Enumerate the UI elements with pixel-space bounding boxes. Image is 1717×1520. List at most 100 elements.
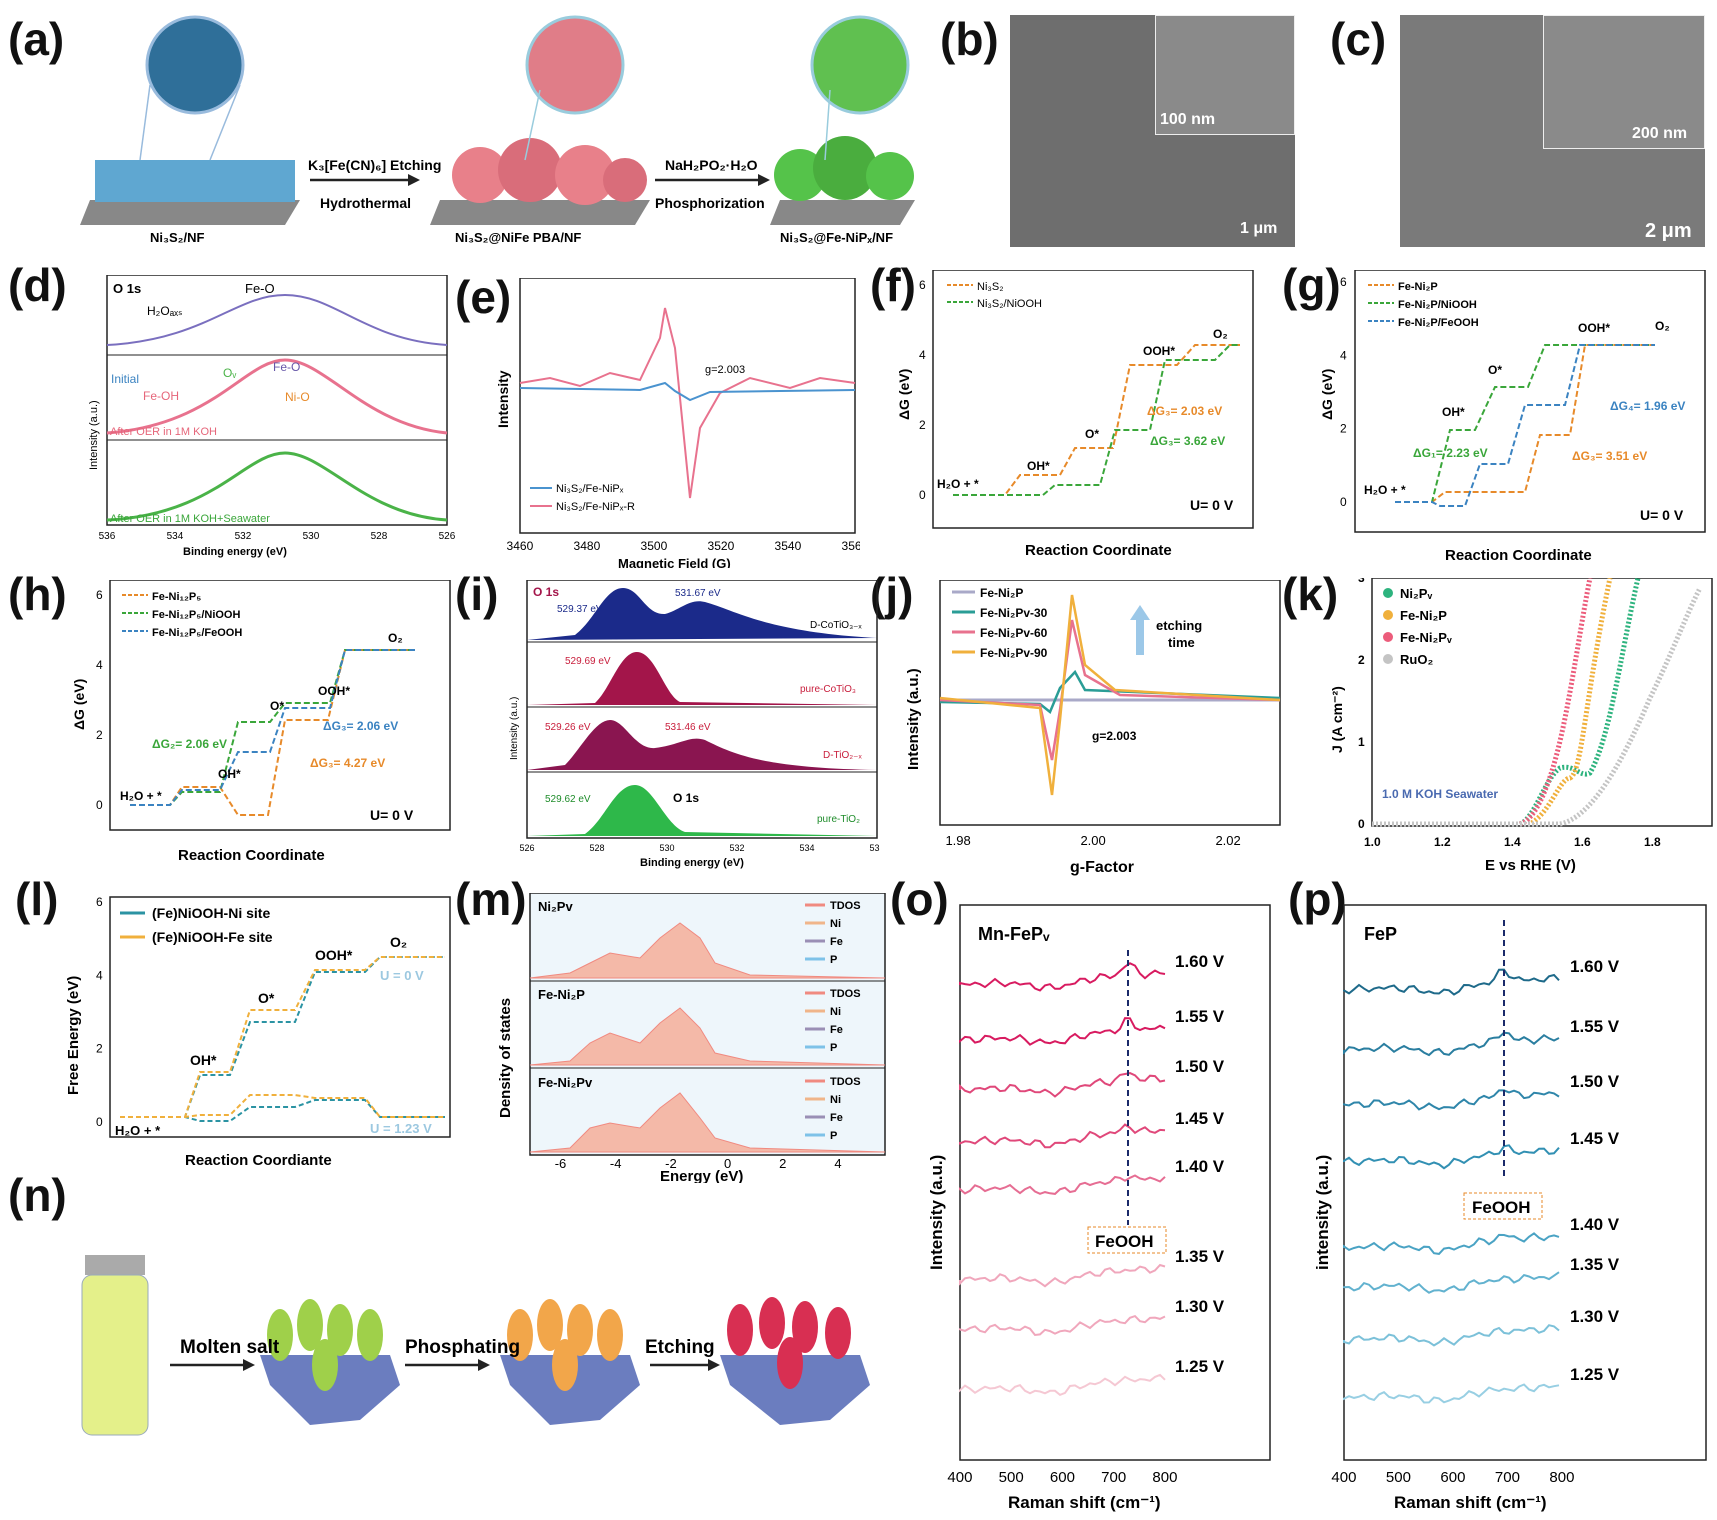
d-after1: After OER in 1M KOH [110,426,217,438]
d-ylabel: Intensity (a.u.) [88,400,100,470]
p-feooh: FeOOH [1472,1198,1531,1217]
p-voltage-label: 1.40 V [1570,1215,1620,1234]
l-ylabel: Free Energy (eV) [65,976,82,1095]
i-xtick: 534 [799,843,814,853]
e-xtick: 3500 [641,539,668,553]
j-xtick: 1.98 [945,833,970,848]
h-xlabel: Reaction Coordinate [178,847,325,864]
p-xtick: 500 [1386,1469,1411,1486]
i-xtick: 530 [659,843,674,853]
i-s3a: 529.26 eV [545,722,591,733]
g-oh: OH* [1442,405,1465,419]
h-ytick: 0 [96,798,103,812]
e-xtick: 3520 [708,539,735,553]
substrate-1 [80,200,300,225]
panel-label-p: (p) [1288,873,1347,925]
i-xtick: 528 [589,843,604,853]
nip-clusters [774,136,914,201]
scale-bar-b: 1 μm [1240,220,1278,237]
h-legend-1: Fe-Ni₁₂P₅ [152,591,201,603]
i-xtick: 536 [869,843,880,853]
m-xtick: -4 [610,1156,622,1171]
p-xtick: 600 [1440,1469,1465,1486]
p-voltage-label: 1.25 V [1570,1365,1620,1384]
i-spectrum-2 [527,652,877,705]
e-series-base [519,381,856,402]
k-ytick: 0 [1358,817,1365,831]
k-ytick: 2 [1358,653,1365,667]
m-legend-label: Ni [830,1094,841,1106]
p-voltage-label: 1.55 V [1570,1017,1620,1036]
d-xlabel: Binding energy (eV) [183,546,287,558]
leaves-orange [507,1299,623,1391]
zoom-bubble-pink [525,15,625,115]
k-ytick: 3 [1358,578,1365,585]
o-raman-curve [959,1072,1166,1098]
h-ylabel: ΔG (eV) [71,679,87,730]
d-initial: Initial [111,372,139,386]
d-title: O 1s [113,281,141,296]
panel-label-m: (m) [455,873,527,925]
substrate-3 [770,200,915,225]
m-legends: TDOS Ni Fe P TDOS Ni Fe P TDOS Ni Fe P [805,900,861,1142]
d-feo-top: Fe-O [245,281,275,296]
l-u123: U = 1.23 V [370,1121,432,1136]
f-ytick: 6 [919,278,926,292]
e-xtick: 3540 [775,539,802,553]
j-etch2: time [1168,635,1195,650]
k-xtick: 1.2 [1434,835,1451,849]
panel-k-lsv: Ni₂Pᵥ Fe-Ni₂P Fe-Ni₂Pᵥ RuO₂ 1.0 M KOH Se… [1329,578,1713,874]
d-xticks: 536 534 532 530 528 526 [99,531,455,542]
arrow2-bottom-label: Phosphorization [655,195,765,211]
i-s4b: O 1s [673,791,699,805]
f-dg1: ΔG₃= 2.03 eV [1147,404,1222,418]
m-legend-label: P [830,1042,837,1054]
sem-inset-b [1155,15,1295,135]
h-ytick: 4 [96,658,103,672]
h-legend-3: Fe-Ni₁₂P₅/FeOOH [152,627,242,639]
d-feo-mid: Fe-O [273,360,300,374]
p-xticks: 400 500 600 700 800 [1331,1469,1574,1486]
d-xtick: 536 [99,531,116,542]
zoom-bubble-green [810,15,910,115]
panel-a-schematic: K₃[Fe(CN)₆] Etching Hydrothermal NaH₂PO₂… [80,15,915,245]
f-yticks: 0 2 4 6 [919,278,926,502]
e-xlabel: Magnetic Field (G) [618,556,731,568]
l-u0: U = 0 V [380,968,424,983]
panel-n-schematic: Molten salt Phosphating Etching [81,1255,870,1436]
i-spectrum-4 [527,785,877,836]
i-spectrum-3 [527,720,877,770]
o-voltage-label: 1.45 V [1175,1109,1225,1128]
m-title-2: Fe-Ni₂P [538,987,585,1002]
h-dg3a: ΔG₃= 2.06 eV [323,719,398,733]
f-dg2: ΔG₃= 3.62 eV [1150,434,1225,448]
panel-f-dg: Ni₃S₂ Ni₃S₂/NiOOH H₂O + * OH* O* OOH* O₂… [896,270,1254,559]
p-xtick: 800 [1549,1469,1574,1486]
i-s1n: D-CoTiO₃₋ₓ [810,620,862,631]
f-ylabel: ΔG (eV) [896,369,912,420]
panel-l-fe: (Fe)NiOOH-Ni site (Fe)NiOOH-Fe site H₂O … [65,895,451,1169]
substrate-n2 [500,1355,640,1425]
g-legend-2: Fe-Ni₂P/NiOOH [1398,299,1477,311]
m-legend-label: P [830,1130,837,1142]
o-voltage-label: 1.55 V [1175,1007,1225,1026]
d-xtick: 532 [235,531,252,542]
o-voltage-label: 1.35 V [1175,1247,1225,1266]
g-ylabel: ΔG (eV) [1319,369,1335,420]
k-note: 1.0 M KOH Seawater [1382,787,1498,801]
p-ylabel: intensity (a.u.) [1313,1155,1332,1270]
p-raman-curve [1343,1271,1560,1294]
p-raman-curve [1343,1089,1560,1111]
o-xtick: 500 [999,1469,1024,1486]
i-s4n: pure-TiO₂ [817,814,860,825]
o-feooh: FeOOH [1095,1232,1154,1251]
g-dg4: ΔG₄= 1.96 eV [1610,399,1685,413]
o-xtick: 400 [947,1469,972,1486]
j-xticks: 1.98 2.00 2.02 [945,833,1240,848]
f-xlabel: Reaction Coordinate [1025,542,1172,559]
l-oh: OH* [190,1052,217,1068]
d-h2o-label: H₂Oₐₓₛ [147,304,183,318]
l-ytick: 0 [96,1115,103,1129]
m-legend-label: Fe [830,1024,843,1036]
d-ov: Oᵥ [223,366,236,380]
